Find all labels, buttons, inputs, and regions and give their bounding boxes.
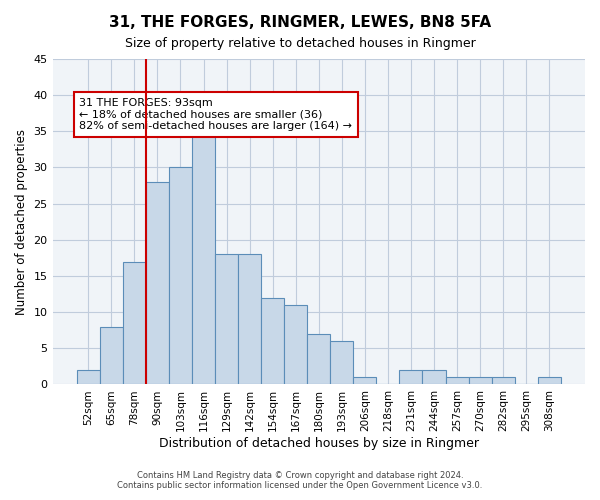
Bar xyxy=(400,370,422,384)
Text: 31 THE FORGES: 93sqm
← 18% of detached houses are smaller (36)
82% of semi-detac: 31 THE FORGES: 93sqm ← 18% of detached h… xyxy=(79,98,352,132)
Bar xyxy=(469,377,491,384)
Bar xyxy=(538,377,561,384)
Bar xyxy=(261,298,284,384)
Bar xyxy=(192,124,215,384)
Bar xyxy=(284,305,307,384)
Bar xyxy=(446,377,469,384)
Bar xyxy=(491,377,515,384)
Bar xyxy=(215,254,238,384)
Bar xyxy=(123,262,146,384)
Bar xyxy=(353,377,376,384)
Bar xyxy=(100,326,123,384)
Bar xyxy=(238,254,261,384)
Bar xyxy=(169,168,192,384)
Bar xyxy=(77,370,100,384)
Bar xyxy=(307,334,330,384)
Text: 31, THE FORGES, RINGMER, LEWES, BN8 5FA: 31, THE FORGES, RINGMER, LEWES, BN8 5FA xyxy=(109,15,491,30)
Text: Size of property relative to detached houses in Ringmer: Size of property relative to detached ho… xyxy=(125,38,475,51)
Y-axis label: Number of detached properties: Number of detached properties xyxy=(15,128,28,314)
Bar xyxy=(330,341,353,384)
Bar xyxy=(422,370,446,384)
Text: Contains HM Land Registry data © Crown copyright and database right 2024.
Contai: Contains HM Land Registry data © Crown c… xyxy=(118,470,482,490)
X-axis label: Distribution of detached houses by size in Ringmer: Distribution of detached houses by size … xyxy=(159,437,479,450)
Bar xyxy=(146,182,169,384)
